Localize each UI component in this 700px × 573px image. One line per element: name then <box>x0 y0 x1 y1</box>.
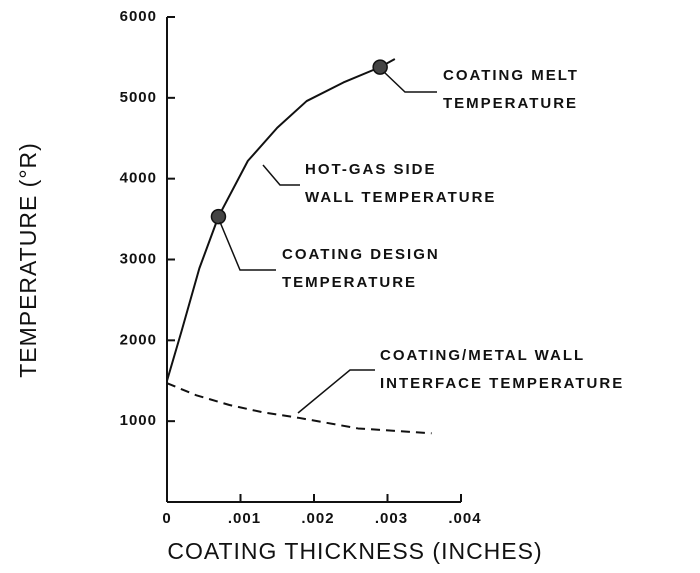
leader-line <box>219 221 276 271</box>
x-tick-label: .002 <box>301 510 334 527</box>
y-axis-label: TEMPERATURE (°R) <box>15 142 41 378</box>
line <box>166 58 396 382</box>
x-tick-label: .004 <box>448 510 481 527</box>
y-tick-label: 1000 <box>120 412 157 429</box>
y-tick-label: 6000 <box>120 8 157 25</box>
line <box>166 382 432 435</box>
annotation: WALL TEMPERATURE <box>305 189 496 206</box>
leader-line <box>297 369 375 414</box>
marker <box>210 208 227 225</box>
annotation: TEMPERATURE <box>443 95 578 112</box>
leader-line <box>262 164 300 186</box>
x-axis-label: COATING THICKNESS (INCHES) <box>167 538 542 564</box>
annotation: INTERFACE TEMPERATURE <box>380 375 624 392</box>
x-tick-label: .001 <box>228 510 261 527</box>
leader-line <box>383 71 437 93</box>
annotation: COATING MELT <box>443 67 579 84</box>
annotation: TEMPERATURE <box>282 274 417 291</box>
x-tick-label: 0 <box>162 510 171 527</box>
y-tick-label: 2000 <box>120 331 157 348</box>
annotation: COATING DESIGN <box>282 246 440 263</box>
annotation: HOT-GAS SIDE <box>305 161 437 178</box>
y-tick-label: 3000 <box>120 250 157 267</box>
y-tick-label: 4000 <box>120 170 157 187</box>
annotation: COATING/METAL WALL <box>380 347 585 364</box>
y-tick-label: 5000 <box>120 89 157 106</box>
x-tick-label: .003 <box>375 510 408 527</box>
marker <box>372 59 388 75</box>
